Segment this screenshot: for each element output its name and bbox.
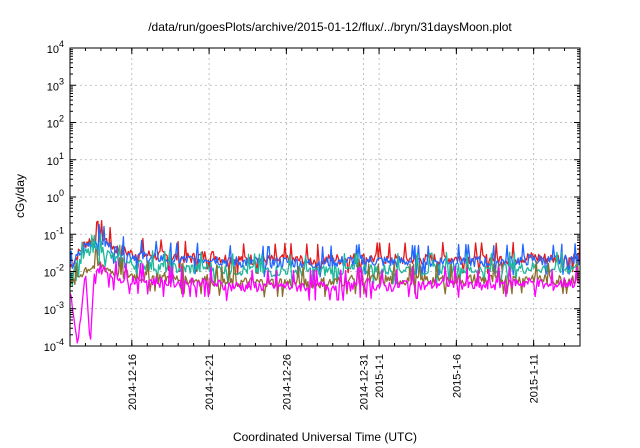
y-tick-base: 10 bbox=[44, 342, 56, 354]
x-tick-label: 2015-1-11 bbox=[529, 354, 541, 403]
series-layer bbox=[70, 220, 580, 344]
x-tick-label: 2014-12-21 bbox=[204, 354, 216, 410]
x-tick-label: 2014-12-26 bbox=[281, 354, 293, 410]
y-tick-exponent: 4 bbox=[59, 39, 64, 49]
y-tick-label: 101 bbox=[47, 151, 64, 168]
y-tick-base: 10 bbox=[47, 81, 59, 93]
y-tick-label: 10-1 bbox=[44, 225, 64, 242]
y-tick-exponent: 2 bbox=[59, 114, 64, 124]
y-tick-exponent: 3 bbox=[59, 76, 64, 86]
y-tick-exponent: 0 bbox=[59, 188, 64, 198]
y-tick-base: 10 bbox=[44, 230, 56, 242]
x-tick-label: 2014-12-16 bbox=[127, 354, 139, 410]
x-axis-label: Coordinated Universal Time (UTC) bbox=[233, 430, 417, 444]
y-tick-base: 10 bbox=[47, 119, 59, 131]
y-tick-label: 10-3 bbox=[44, 300, 64, 317]
series-line bbox=[70, 249, 580, 298]
x-tick-label: 2015-1-1 bbox=[374, 354, 386, 398]
y-tick-label: 102 bbox=[47, 114, 64, 131]
y-tick-label: 10-2 bbox=[44, 263, 64, 280]
x-axis-ticks: 2014-12-16 2014-12-21 2014-12-26 2014-12-31… bbox=[69, 48, 581, 410]
chart-title: /data/run/goesPlots/archive/2015-01-12/f… bbox=[148, 20, 512, 34]
x-tick-label: 2014-12-31 bbox=[359, 354, 371, 410]
grid-lines bbox=[70, 48, 580, 346]
y-tick-exponent: 1 bbox=[59, 151, 64, 161]
y-tick-base: 10 bbox=[44, 268, 56, 280]
y-tick-base: 10 bbox=[47, 156, 59, 168]
y-tick-exponent: -3 bbox=[56, 300, 64, 310]
y-tick-label: 100 bbox=[47, 188, 64, 205]
y-tick-exponent: -2 bbox=[56, 263, 64, 273]
y-tick-base: 10 bbox=[47, 44, 59, 56]
x-tick-label: 2015-1-6 bbox=[451, 354, 463, 398]
y-tick-label: 103 bbox=[47, 76, 64, 93]
y-tick-base: 10 bbox=[44, 305, 56, 317]
y-axis-label: cGy/day bbox=[13, 174, 27, 218]
y-tick-exponent: -1 bbox=[56, 225, 64, 235]
series-line bbox=[70, 260, 580, 344]
y-tick-base: 10 bbox=[47, 193, 59, 205]
y-tick-exponent: -4 bbox=[56, 337, 64, 347]
y-tick-label: 10-4 bbox=[44, 337, 64, 354]
y-tick-label: 104 bbox=[47, 39, 64, 56]
